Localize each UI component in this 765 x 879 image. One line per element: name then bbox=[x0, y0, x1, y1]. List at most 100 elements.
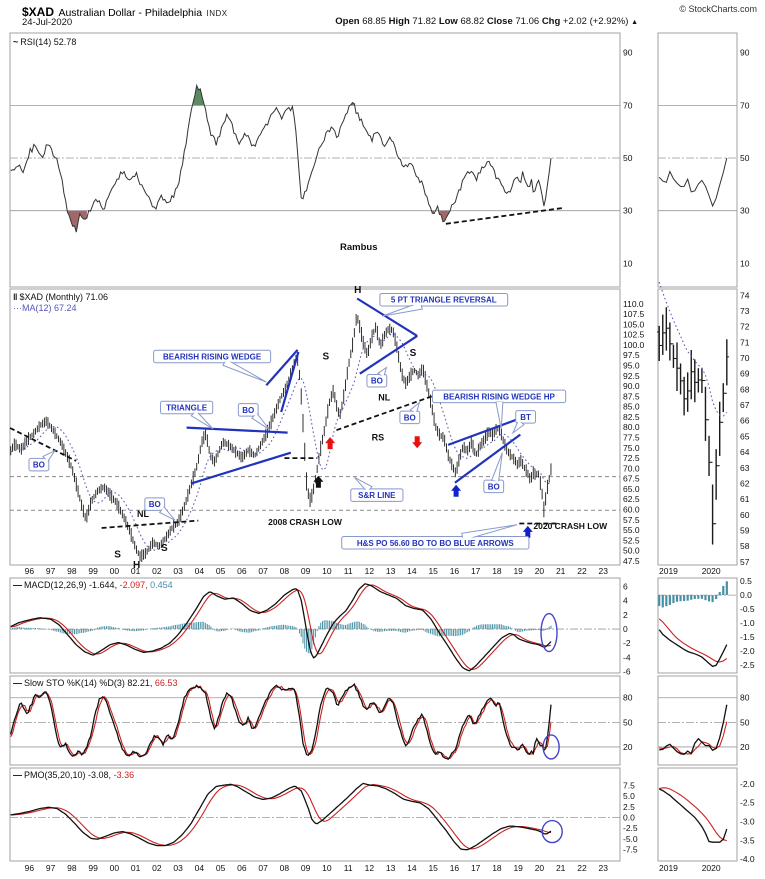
svg-text:73: 73 bbox=[740, 306, 750, 316]
symbol: $XAD bbox=[22, 5, 55, 19]
sto-title: Slow STO %K(14) %D(3) bbox=[24, 678, 125, 688]
blue-up-arrow bbox=[451, 484, 462, 497]
macd-inset-panel: 0.5 0.0 -0.5 -1.0 -1.5 -2.0 -2.5 bbox=[657, 576, 755, 674]
svg-text:52.5: 52.5 bbox=[623, 535, 640, 545]
callout-bo: BO bbox=[483, 452, 505, 494]
svg-text:-5.0: -5.0 bbox=[623, 834, 638, 844]
symbol-name: Australian Dollar - Philadelphia bbox=[58, 7, 203, 19]
black-up-arrow bbox=[313, 475, 324, 488]
macd-hist-value: 0.454 bbox=[150, 580, 173, 590]
svg-text:-2.0: -2.0 bbox=[740, 646, 755, 656]
svg-text:09: 09 bbox=[301, 863, 311, 873]
chart-date: 24-Jul-2020 bbox=[22, 17, 73, 28]
annotation-text: RS bbox=[372, 432, 385, 442]
svg-text:102.5: 102.5 bbox=[623, 330, 645, 340]
macd-highlight-ellipse bbox=[540, 612, 558, 653]
svg-text:BO: BO bbox=[149, 500, 161, 509]
svg-text:2019: 2019 bbox=[659, 566, 678, 576]
svg-text:-4: -4 bbox=[623, 652, 631, 662]
annotation-text: H bbox=[354, 285, 361, 296]
pmo-signal-value: -3.36 bbox=[113, 770, 135, 780]
sto-main-panel: 80 50 20 bbox=[9, 675, 633, 766]
svg-text:77.5: 77.5 bbox=[623, 432, 640, 442]
svg-text:87.5: 87.5 bbox=[623, 391, 640, 401]
close-value: 71.06 bbox=[515, 16, 540, 27]
svg-text:7.5: 7.5 bbox=[623, 780, 635, 790]
svg-text:10: 10 bbox=[623, 258, 633, 268]
macd-main-panel: 6 4 2 0 -2 -4 -6 bbox=[9, 577, 631, 677]
svg-text:18: 18 bbox=[492, 863, 502, 873]
svg-text:06: 06 bbox=[237, 863, 247, 873]
svg-text:95.0: 95.0 bbox=[623, 361, 640, 371]
svg-text:12: 12 bbox=[365, 863, 375, 873]
ohlc-quote-line: Open 68.85 High 71.82 Low 68.82 Close 71… bbox=[335, 16, 638, 27]
svg-text:21: 21 bbox=[556, 566, 566, 576]
svg-text:05: 05 bbox=[216, 566, 226, 576]
svg-text:TRIANGLE: TRIANGLE bbox=[166, 403, 208, 412]
chg-value: +2.02 (+2.92%) bbox=[562, 16, 629, 27]
svg-text:98: 98 bbox=[67, 566, 77, 576]
red-up-arrow bbox=[325, 437, 336, 450]
svg-text:96: 96 bbox=[25, 863, 35, 873]
svg-text:71: 71 bbox=[740, 337, 750, 347]
svg-text:18: 18 bbox=[492, 566, 502, 576]
svg-text:19: 19 bbox=[513, 566, 523, 576]
svg-text:69: 69 bbox=[740, 369, 750, 379]
pmo-legend: — PMO(35,20,10) -3.08, -3.36 bbox=[13, 770, 134, 780]
annotation-text: NL bbox=[378, 392, 390, 402]
svg-text:04: 04 bbox=[195, 863, 205, 873]
svg-text:S&R LINE: S&R LINE bbox=[358, 491, 396, 500]
low-label: Low bbox=[438, 16, 458, 27]
svg-text:57: 57 bbox=[740, 557, 750, 567]
annotation-text: H bbox=[133, 560, 140, 571]
svg-text:-0.5: -0.5 bbox=[740, 604, 755, 614]
svg-text:107.5: 107.5 bbox=[623, 309, 645, 319]
svg-text:20: 20 bbox=[740, 742, 750, 752]
rsi-title: RSI(14) bbox=[20, 37, 52, 47]
svg-text:67.5: 67.5 bbox=[623, 474, 640, 484]
rsi-value: 52.78 bbox=[53, 37, 77, 47]
svg-text:0.0: 0.0 bbox=[740, 590, 752, 600]
svg-text:23: 23 bbox=[598, 863, 608, 873]
svg-text:110.0: 110.0 bbox=[623, 299, 644, 309]
svg-text:70.0: 70.0 bbox=[623, 463, 640, 473]
sto-d-value: 66.53 bbox=[154, 678, 178, 688]
svg-text:30: 30 bbox=[740, 206, 750, 216]
svg-text:82.5: 82.5 bbox=[623, 412, 640, 422]
svg-text:00: 00 bbox=[110, 566, 120, 576]
callout-5-pt-triangle-reversal: 5 PT TRIANGLE REVERSAL bbox=[379, 292, 509, 317]
macd-signal-value: -2.097, bbox=[119, 580, 148, 590]
annotation-text: NL bbox=[137, 509, 149, 519]
svg-text:BEARISH RISING WEDGE: BEARISH RISING WEDGE bbox=[163, 352, 262, 361]
svg-text:80: 80 bbox=[623, 693, 633, 703]
blue-up-arrow bbox=[522, 525, 533, 538]
annotation-text: S bbox=[161, 543, 168, 554]
svg-text:0: 0 bbox=[623, 624, 628, 634]
rsi-inset-panel: 90 70 50 30 10 bbox=[657, 32, 750, 288]
annotation-text: Rambus bbox=[340, 242, 377, 253]
red-down-arrow bbox=[412, 436, 423, 449]
svg-text:70: 70 bbox=[623, 100, 633, 110]
svg-text:74: 74 bbox=[740, 290, 750, 300]
svg-text:20: 20 bbox=[623, 742, 633, 752]
svg-text:96: 96 bbox=[25, 566, 35, 576]
high-label: High bbox=[388, 16, 410, 27]
svg-text:99: 99 bbox=[88, 566, 98, 576]
svg-text:-7.5: -7.5 bbox=[623, 844, 638, 854]
svg-text:06: 06 bbox=[237, 566, 247, 576]
svg-text:55.0: 55.0 bbox=[623, 525, 640, 535]
svg-text:04: 04 bbox=[195, 566, 205, 576]
svg-text:2020: 2020 bbox=[702, 566, 721, 576]
chart-header: $XAD Australian Dollar - Philadelphia IN… bbox=[22, 3, 228, 21]
svg-text:99: 99 bbox=[88, 863, 98, 873]
svg-text:2.5: 2.5 bbox=[623, 802, 635, 812]
svg-text:4: 4 bbox=[623, 596, 628, 606]
svg-text:66: 66 bbox=[740, 416, 750, 426]
pmo-highlight-ellipse bbox=[541, 819, 563, 844]
svg-text:07: 07 bbox=[258, 863, 268, 873]
svg-text:10: 10 bbox=[322, 566, 332, 576]
sto-highlight-ellipse bbox=[542, 734, 560, 760]
svg-text:68: 68 bbox=[740, 384, 750, 394]
svg-text:14: 14 bbox=[407, 863, 417, 873]
svg-text:02: 02 bbox=[152, 566, 162, 576]
